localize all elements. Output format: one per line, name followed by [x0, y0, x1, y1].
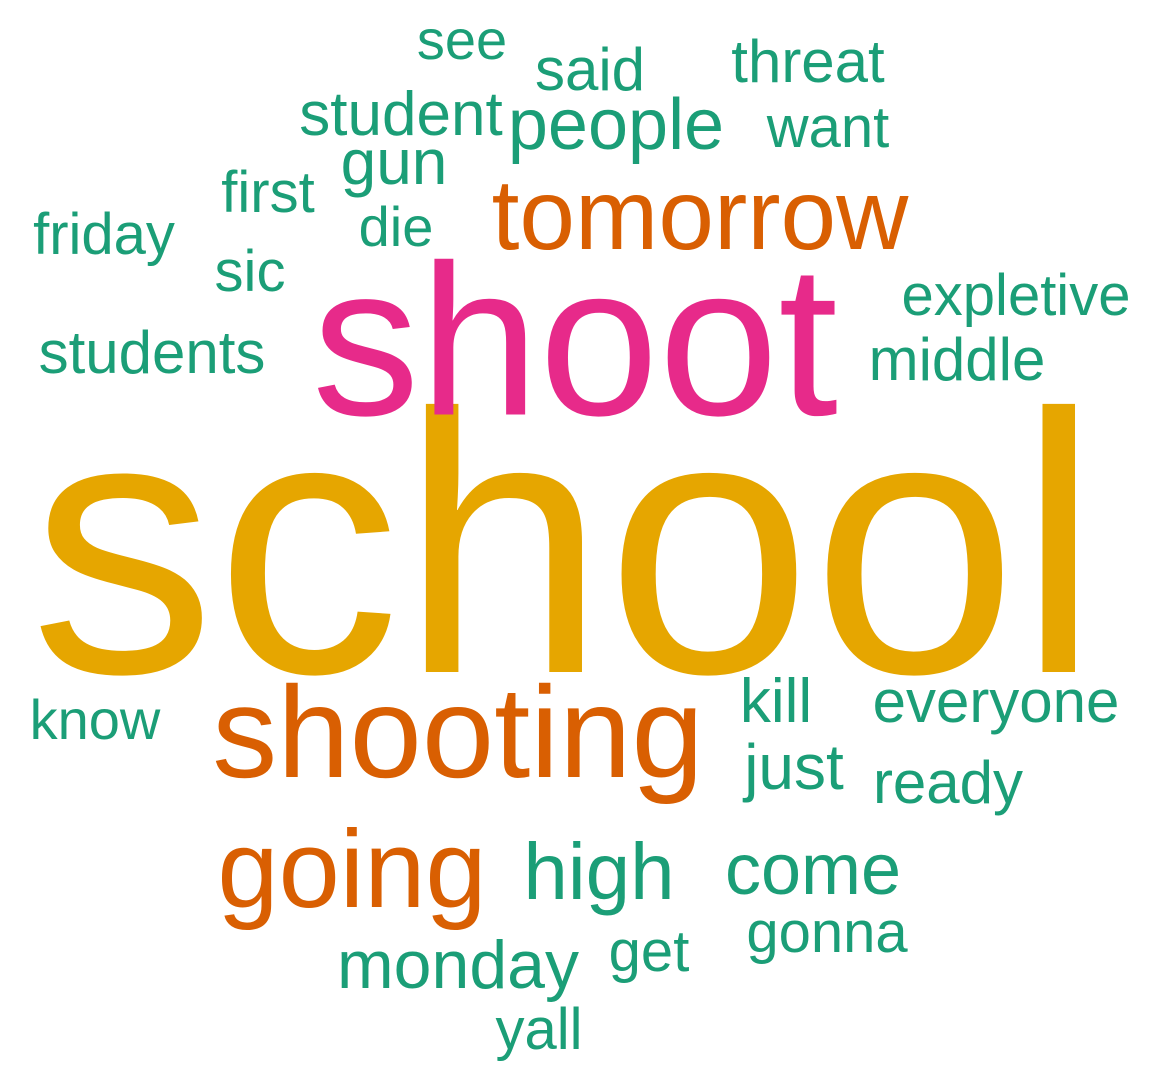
word-gonna: gonna: [746, 900, 908, 965]
word-monday: monday: [337, 927, 579, 1003]
word-first: first: [221, 160, 315, 225]
word-see: see: [416, 8, 508, 71]
word-shooting: shooting: [212, 659, 704, 805]
word-expletive: expletive: [901, 263, 1131, 328]
word-gun: gun: [340, 126, 448, 198]
word-people: people: [507, 85, 725, 165]
word-said: said: [534, 36, 646, 103]
word-die: die: [358, 195, 434, 258]
word-know: know: [29, 688, 161, 751]
word-want: want: [766, 95, 890, 160]
word-middle: middle: [868, 326, 1046, 393]
word-sic: sic: [214, 239, 286, 304]
word-high: high: [523, 827, 675, 916]
word-ready: ready: [872, 749, 1024, 816]
word-tomorrow: tomorrow: [491, 159, 909, 271]
word-students: students: [38, 319, 266, 386]
word-shoot: shoot: [312, 219, 838, 461]
word-threat: threat: [731, 28, 885, 95]
word-school: school: [30, 338, 1100, 751]
word-kill: kill: [739, 667, 813, 736]
word-student: student: [299, 80, 503, 149]
word-get: get: [608, 919, 690, 984]
word-yall: yall: [495, 997, 583, 1062]
word-everyone: everyone: [872, 668, 1120, 735]
word-just: just: [744, 731, 844, 803]
word-going: going: [217, 808, 487, 931]
word-come: come: [724, 830, 902, 910]
word-friday: friday: [33, 202, 175, 267]
